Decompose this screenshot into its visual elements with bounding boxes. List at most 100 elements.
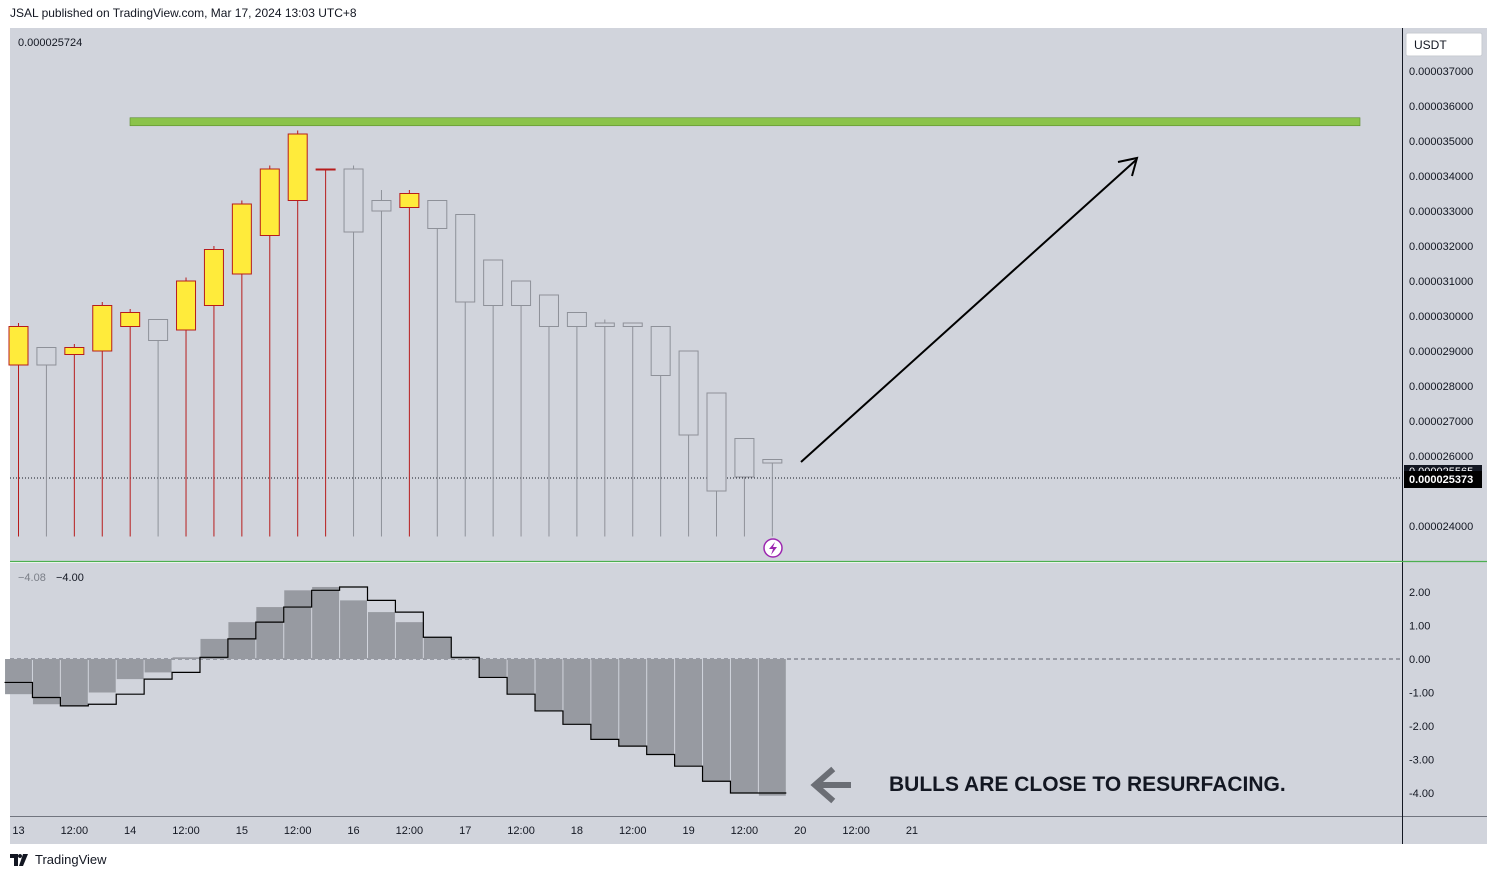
published-text: JSAL published on TradingView.com, Mar 1… — [10, 6, 357, 20]
indicator-tick-label: 2.00 — [1409, 587, 1430, 599]
candle-body-down — [511, 280, 532, 306]
candle — [678, 350, 699, 537]
histogram-bar — [758, 659, 786, 796]
candle — [148, 319, 169, 537]
tradingview-footer[interactable]: TradingView — [10, 852, 107, 867]
price-tick-label: 0.000032000 — [1409, 241, 1473, 253]
candle-body-down — [566, 312, 587, 327]
histogram-bar — [479, 659, 507, 678]
indicator-tick-label: -3.00 — [1409, 755, 1434, 767]
currency-selector[interactable]: USDT — [1405, 32, 1483, 57]
histogram-bar — [144, 659, 172, 673]
candle-body-down — [455, 214, 476, 303]
price-tick-label: 0.000036000 — [1409, 101, 1473, 113]
candle — [594, 319, 615, 537]
candle — [287, 130, 308, 537]
time-tick-label: 12:00 — [842, 825, 870, 837]
candle — [120, 309, 141, 537]
candle-body-down — [650, 326, 671, 376]
price-tick-label: 0.000037000 — [1409, 66, 1473, 78]
candle — [566, 312, 587, 537]
candle-body-up — [259, 168, 280, 236]
histogram-bar — [368, 612, 395, 659]
price-tick-label: 0.000035000 — [1409, 136, 1473, 148]
left-arrow-icon — [810, 766, 851, 804]
trend-arrow[interactable] — [800, 156, 1139, 463]
last-price-text: 0.000025373 — [1409, 474, 1473, 486]
histogram-bar — [675, 659, 703, 767]
candle — [622, 322, 643, 537]
candle — [455, 214, 476, 537]
histogram-bar — [200, 638, 228, 659]
candle — [706, 392, 727, 537]
histogram-layer — [4, 586, 1402, 796]
price-tick-label: 0.000026000 — [1409, 451, 1473, 463]
time-tick-label: 12:00 — [61, 825, 89, 837]
candle-body-up — [120, 312, 141, 327]
time-tick-label: 18 — [571, 825, 583, 837]
histogram-bar — [172, 657, 200, 659]
histogram-bar — [535, 659, 563, 711]
candle — [399, 190, 420, 537]
indicator-tick-label: -1.00 — [1409, 688, 1434, 700]
candle-body-down — [594, 322, 615, 327]
time-tick-label: 19 — [682, 825, 694, 837]
histogram-bar — [60, 659, 88, 706]
histogram-bar — [228, 622, 256, 659]
candle — [92, 302, 113, 537]
time-tick-label: 14 — [124, 825, 136, 837]
candle — [427, 200, 448, 537]
indicator-tick-label: 0.00 — [1409, 654, 1430, 666]
support-zone — [129, 117, 1361, 127]
indicator-axis-ticks: 2.00 1.00 0.00 -1.00 -2.00 -3.00 -4.00 — [1409, 587, 1434, 800]
histogram-bar — [312, 586, 340, 659]
candle — [371, 190, 392, 537]
candle — [315, 168, 336, 537]
candle — [176, 277, 197, 537]
indicator-tick-label: 1.00 — [1409, 621, 1430, 633]
tradingview-logo-icon — [10, 853, 28, 866]
candle — [762, 459, 783, 537]
candle — [64, 344, 85, 537]
x-axis-panel[interactable] — [10, 816, 1402, 844]
time-tick-label: 12:00 — [507, 825, 535, 837]
histogram-bar — [591, 659, 619, 740]
price-tick-label: 0.000029000 — [1409, 346, 1473, 358]
candle-body-down — [36, 347, 57, 366]
indicator-tick-label: -2.00 — [1409, 721, 1434, 733]
annotation[interactable]: BULLS ARE CLOSE TO RESURFACING. — [810, 766, 1286, 804]
indicator-tick-label: -4.00 — [1409, 788, 1434, 800]
candle — [259, 165, 280, 537]
time-tick-label: 13 — [12, 825, 24, 837]
candle-body-up — [176, 280, 197, 331]
histogram-bar — [88, 659, 116, 693]
candle — [483, 259, 504, 537]
histogram-bar — [507, 659, 535, 695]
histogram-bar — [284, 590, 312, 659]
event-marker[interactable] — [763, 538, 783, 558]
histogram-bar — [563, 659, 591, 725]
candle — [36, 347, 57, 537]
histogram-bar — [730, 659, 758, 793]
candle-body-up — [64, 347, 85, 355]
histogram-bar — [423, 637, 451, 659]
candle — [343, 165, 364, 537]
candle-body-down — [734, 438, 755, 478]
candle-body-up — [315, 168, 336, 171]
histogram-bar — [340, 600, 367, 659]
candle — [231, 200, 252, 537]
time-tick-label: 12:00 — [731, 825, 759, 837]
y-axis-panel[interactable] — [1403, 28, 1487, 844]
histogram-bar — [256, 607, 284, 659]
footer-brand: TradingView — [35, 852, 107, 867]
histogram-bar — [116, 659, 144, 680]
histogram-bar — [647, 659, 675, 755]
time-tick-label: 16 — [347, 825, 359, 837]
candle-body-up — [399, 193, 420, 208]
lightning-icon — [769, 542, 777, 555]
price-tick-label: 0.000024000 — [1409, 521, 1473, 533]
price-tick-label: 0.000034000 — [1409, 171, 1473, 183]
histogram-bar — [5, 659, 32, 695]
price-axis-ticks: 0.000037000 0.000036000 0.000035000 0.00003… — [1409, 66, 1473, 533]
